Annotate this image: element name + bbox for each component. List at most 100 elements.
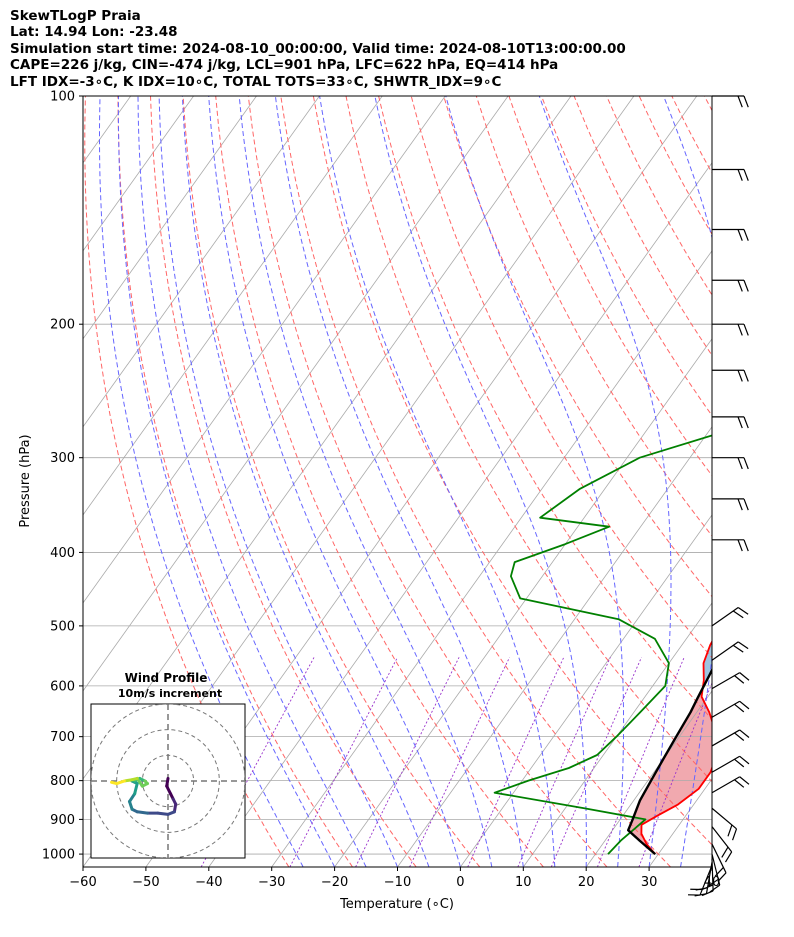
moist-adiabat-line — [137, 96, 367, 867]
x-axis-label: Temperature (∘C) — [339, 897, 454, 912]
moist-adiabat-line — [208, 96, 461, 867]
chart-title-block: SkewTLogP Praia Lat: 14.94 Lon: -23.48 S… — [10, 8, 626, 90]
mixing-ratio-line — [289, 657, 398, 867]
stability-indices: LFT IDX=-3∘C, K IDX=10∘C, TOTAL TOTS=33∘… — [10, 73, 502, 90]
moist-adiabat-line — [445, 96, 625, 867]
dewpoint-line — [493, 434, 712, 855]
y-tick-label: 900 — [50, 813, 75, 828]
mixing-ratio-line — [409, 657, 511, 867]
temperature-line — [640, 639, 712, 855]
hodograph-segment — [135, 810, 149, 815]
y-tick-label: 500 — [50, 619, 75, 634]
wind-barb — [711, 641, 749, 661]
isotherm-line — [83, 96, 509, 692]
mixing-ratio-line — [550, 657, 642, 867]
x-tick-label: 0 — [456, 875, 464, 890]
hodograph-segment — [133, 782, 139, 796]
dry-adiabat-line — [410, 96, 712, 659]
cape-cin-levels: CAPE=226 j/kg, CIN=-474 j/kg, LCL=901 hP… — [10, 57, 559, 74]
mixing-ratio-line — [200, 657, 315, 867]
moist-adiabat-line — [238, 96, 493, 867]
dry-adiabat-line — [508, 96, 712, 477]
cin-area — [628, 687, 712, 854]
wind-barb — [711, 755, 750, 773]
mixing-ratio-line — [596, 657, 685, 867]
y-tick-label: 400 — [50, 546, 75, 561]
wind-barb — [711, 776, 750, 794]
mixing-ratio-line — [355, 657, 460, 867]
inset-subtitle: 10m/s increment — [118, 687, 222, 700]
isotherm-line — [585, 690, 712, 867]
wind-barb — [712, 323, 749, 336]
y-axis-label: Pressure (hPa) — [18, 434, 33, 527]
wind-barb — [688, 865, 713, 896]
y-tick-label: 600 — [50, 679, 75, 694]
moist-adiabat-line — [117, 96, 336, 867]
mixing-ratio-line — [517, 657, 611, 867]
wind-barb — [712, 279, 749, 292]
y-tick-label: 1000 — [42, 848, 75, 863]
x-tick-label: −50 — [132, 875, 159, 890]
wind-barb — [711, 807, 738, 841]
hodograph-segment — [110, 780, 119, 786]
y-tick-label: 100 — [50, 90, 75, 105]
dry-adiabat-line — [703, 96, 712, 112]
isotherm-line — [271, 250, 712, 867]
dry-adiabat-line — [215, 96, 544, 867]
isotherm-line — [397, 426, 712, 867]
chart-title: SkewTLogP Praia — [10, 8, 141, 24]
isotherm-line — [83, 96, 320, 428]
moist-adiabat-line — [274, 96, 524, 867]
dry-adiabat-line — [541, 96, 712, 417]
isotherm-line — [0, 96, 5, 867]
wind-profile-inset: Wind Profile 10m/s increment — [90, 671, 246, 859]
parcel-path-line — [627, 667, 712, 856]
dry-adiabat-line — [345, 96, 712, 783]
wind-barb — [712, 228, 749, 241]
wind-barb — [712, 95, 749, 108]
isotherm-line — [522, 602, 712, 867]
dry-adiabat-line — [312, 96, 712, 846]
hodograph-segment — [135, 776, 144, 788]
wind-barb — [711, 826, 733, 863]
moist-adiabat-line — [158, 96, 398, 867]
axes: −60 −50 −40 −30 −20 −10 0 10 20 30 401002003004005… — [42, 90, 720, 891]
y-tick-label: 700 — [50, 730, 75, 745]
wind-barb — [712, 168, 749, 181]
wind-barb — [711, 607, 749, 627]
x-tick-label: −60 — [69, 875, 96, 890]
simulation-times: Simulation start time: 2024-08-10_00:00:… — [10, 40, 626, 57]
isotherm-line — [83, 96, 383, 516]
moist-adiabat-line — [181, 96, 430, 867]
y-tick-label: 200 — [50, 318, 75, 333]
cape-cin-fills — [628, 641, 712, 855]
isotherm-line — [334, 338, 712, 867]
dry-adiabat-line — [475, 96, 712, 537]
hodograph-segment — [128, 792, 137, 804]
isotherm-line — [83, 96, 257, 340]
dry-adiabat-line — [443, 96, 712, 598]
x-tick-label: 30 — [641, 875, 658, 890]
background-lines — [0, 96, 712, 867]
x-tick-label: −10 — [384, 875, 411, 890]
x-tick-label: 10 — [515, 875, 532, 890]
isotherm-line — [460, 514, 712, 867]
wind-barb — [712, 416, 749, 429]
wind-barb — [711, 700, 750, 718]
wind-barb — [711, 672, 750, 690]
wind-barb — [711, 729, 750, 747]
wind-barb — [712, 539, 749, 552]
dry-adiabat-line — [182, 96, 481, 867]
dry-adiabat-line — [378, 96, 712, 720]
x-tick-label: 20 — [578, 875, 595, 890]
moist-adiabat-line — [99, 96, 304, 867]
x-tick-label: −20 — [321, 875, 348, 890]
wind-barb — [712, 457, 749, 470]
x-tick-label: −30 — [258, 875, 285, 890]
y-tick-label: 800 — [50, 774, 75, 789]
wind-barb — [712, 498, 749, 511]
moist-adiabat-line — [663, 96, 712, 867]
moist-adiabat-line — [319, 96, 556, 867]
hodograph-segment — [156, 811, 170, 816]
